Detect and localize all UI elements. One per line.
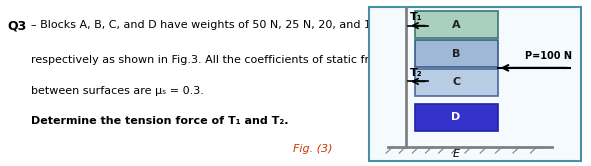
Text: C: C — [452, 77, 460, 87]
Text: E: E — [453, 150, 460, 160]
Bar — [414, 69, 498, 96]
FancyBboxPatch shape — [369, 6, 581, 161]
Text: D: D — [452, 112, 461, 122]
Text: P=100 N: P=100 N — [525, 51, 572, 61]
Bar — [414, 11, 498, 38]
Text: respectively as shown in Fig.3. All the coefficients of static friction: respectively as shown in Fig.3. All the … — [31, 55, 400, 65]
Text: Q3: Q3 — [7, 20, 27, 33]
Bar — [414, 104, 498, 131]
Text: Fig. (3): Fig. (3) — [293, 144, 333, 154]
Text: T₁: T₁ — [410, 12, 423, 22]
Bar — [414, 40, 498, 67]
Text: Determine the tension force of T₁ and T₂.: Determine the tension force of T₁ and T₂… — [31, 116, 288, 126]
Text: B: B — [452, 48, 460, 59]
Text: T₂: T₂ — [410, 68, 423, 78]
Text: A: A — [452, 20, 460, 30]
Text: – Blocks A, B, C, and D have weights of 50 N, 25 N, 20, and 15 N,: – Blocks A, B, C, and D have weights of … — [31, 20, 394, 30]
Text: between surfaces are μₛ = 0.3.: between surfaces are μₛ = 0.3. — [31, 86, 204, 96]
